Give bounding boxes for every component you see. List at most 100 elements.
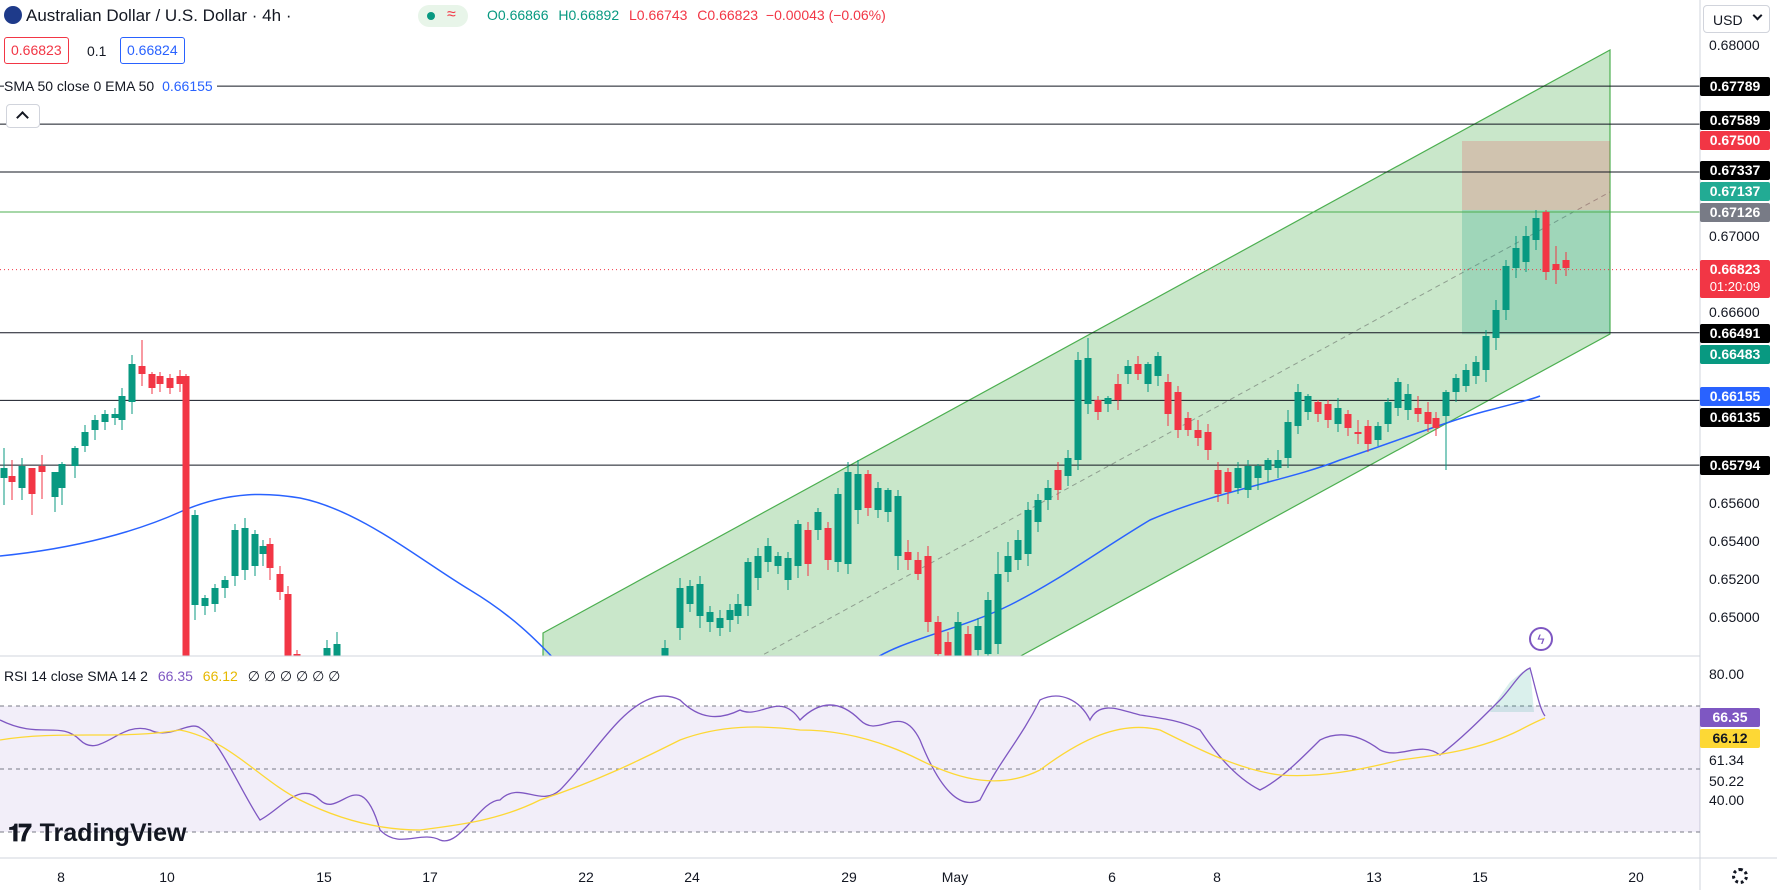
candle-body <box>934 622 942 654</box>
candle-body <box>794 524 802 566</box>
candle <box>1502 260 1510 320</box>
candle-body <box>1264 460 1272 470</box>
candle-body <box>182 376 190 656</box>
chevron-up-icon <box>16 111 29 124</box>
candle-body <box>1314 402 1322 414</box>
candle-body <box>1064 458 1072 476</box>
tv-logo-icon: 𝟏𝟕 <box>8 820 32 847</box>
candle-body <box>1174 392 1182 430</box>
candle <box>774 552 782 574</box>
ema-tag: 0.66155 <box>1700 387 1770 406</box>
candle-body <box>1254 466 1262 478</box>
regression-channel <box>542 48 1611 656</box>
candle <box>1084 338 1092 414</box>
lightning-alert-icon[interactable]: ϟ <box>1529 627 1553 651</box>
candle-body <box>293 654 301 656</box>
candle-body <box>1114 384 1122 400</box>
rsi-overbought-fill <box>1490 668 1534 712</box>
symbol-title[interactable]: Australian Dollar / U.S. Dollar · 4h · <box>4 6 291 26</box>
candle <box>1394 378 1402 416</box>
candle <box>784 552 792 590</box>
candle <box>182 374 190 656</box>
rsi-line <box>0 667 1546 842</box>
candle <box>1254 464 1262 490</box>
candle <box>1134 356 1142 380</box>
candle-body <box>1304 396 1312 412</box>
target-tag: 0.67500 <box>1700 131 1770 150</box>
candle-body <box>71 448 79 466</box>
time-axis-label: 22 <box>578 869 594 885</box>
candle <box>1324 400 1332 428</box>
level-tag: 0.67126 <box>1700 203 1770 222</box>
candle-body <box>8 476 16 482</box>
candle-body <box>974 626 982 650</box>
candle <box>1184 412 1192 436</box>
candle <box>8 460 16 500</box>
rsi-sma-tag: 66.12 <box>1700 729 1760 748</box>
candle <box>148 372 156 394</box>
candle-body <box>18 466 26 488</box>
rsi-legend[interactable]: RSI 14 close SMA 14 2 66.35 66.12 ∅ ∅ ∅ … <box>4 668 341 684</box>
collapse-legend-button[interactable] <box>6 104 40 128</box>
candle <box>1164 374 1172 426</box>
candle-body <box>1462 370 1470 386</box>
tradingview-logo[interactable]: 𝟏𝟕 TradingView <box>8 819 187 847</box>
candle <box>18 458 26 500</box>
candle <box>81 425 89 452</box>
market-status-badge[interactable]: ≈ <box>418 5 468 27</box>
candle-body <box>1084 358 1092 404</box>
candle-body <box>824 528 832 560</box>
price-axis-label: 0.67000 <box>1709 228 1760 244</box>
sell-button[interactable]: 0.66823 <box>4 37 69 64</box>
rsi-sma-value: 66.12 <box>202 668 238 684</box>
candle-body <box>28 468 36 494</box>
candle <box>1094 396 1102 420</box>
candle-body <box>138 366 146 374</box>
candle-body <box>1284 422 1292 458</box>
flag-icon <box>4 6 22 24</box>
candle <box>834 488 842 572</box>
currency-dropdown[interactable]: USD <box>1703 5 1770 33</box>
level-tag: 0.66135 <box>1700 408 1770 427</box>
ohlc-readout: O0.66866 H0.66892 L0.66743 C0.66823 −0.0… <box>487 7 886 23</box>
candle-body <box>1224 472 1232 492</box>
candle-body <box>954 622 962 656</box>
candle <box>1194 420 1202 446</box>
candle <box>726 604 734 632</box>
settings-gear-icon[interactable] <box>1732 868 1748 884</box>
candle <box>1462 364 1470 392</box>
candle-body <box>1034 500 1042 522</box>
candle <box>1124 360 1132 384</box>
candle-body <box>1532 218 1540 240</box>
sma-legend[interactable]: SMA 50 close 0 EMA 50 0.66155 <box>4 78 217 94</box>
candle <box>984 592 992 656</box>
buy-button[interactable]: 0.66824 <box>120 37 185 64</box>
candle <box>894 490 902 570</box>
candle-body <box>231 530 239 576</box>
candle-body <box>894 496 902 556</box>
candle <box>1442 390 1450 470</box>
candle-body <box>1324 404 1332 420</box>
candle <box>201 595 209 615</box>
candle-body <box>774 556 782 566</box>
candle <box>924 546 932 632</box>
candle <box>138 340 146 386</box>
change-value: −0.00043 (−0.06%) <box>765 7 886 23</box>
candle <box>1114 374 1122 410</box>
candle <box>1472 356 1480 384</box>
time-axis-label: 17 <box>422 869 438 885</box>
stop-tag: 0.66483 <box>1700 345 1770 364</box>
candle <box>676 578 684 640</box>
channel-midline <box>759 191 1611 656</box>
candle <box>1364 420 1372 452</box>
candle <box>58 462 66 505</box>
candle-body <box>1134 364 1142 374</box>
open-value: O0.66866 <box>487 7 549 23</box>
candle-body <box>166 378 174 388</box>
candle <box>259 540 267 566</box>
level-tag: 0.67337 <box>1700 161 1770 180</box>
candle-body <box>854 474 862 510</box>
candle <box>934 616 942 656</box>
candle <box>221 576 229 598</box>
